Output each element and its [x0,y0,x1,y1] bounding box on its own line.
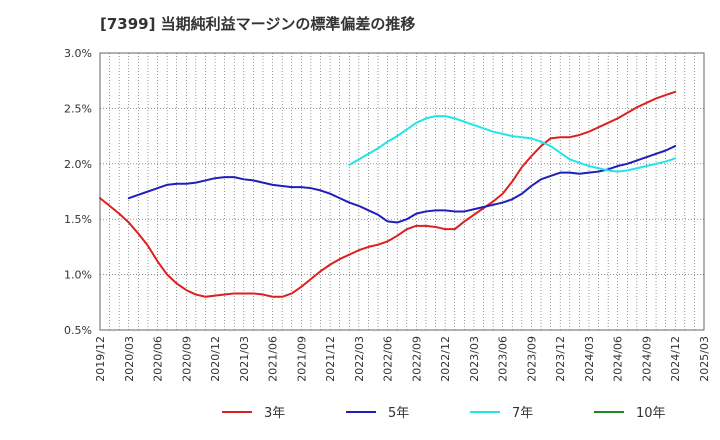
x-tick-label: 2025/03 [698,336,711,382]
series-line-3年 [99,90,677,298]
grid-layer [99,52,705,331]
series-line-5年 [127,145,677,224]
legend-label-5年: 5年 [388,406,409,421]
x-tick-label: 2023/06 [497,336,510,382]
x-tick-label: 2022/12 [439,336,452,382]
x-tick-label: 2022/06 [382,336,395,382]
x-tick-label: 2023/03 [468,336,481,382]
x-tick-label: 2020/06 [152,336,165,382]
x-tick-label: 2022/09 [410,336,423,382]
x-tick-label: 2020/12 [209,336,222,382]
x-tick-label: 2023/09 [525,336,538,382]
x-tick-label: 2020/03 [123,336,136,382]
x-tick-label: 2024/09 [640,336,653,382]
legend-label-3年: 3年 [264,406,285,421]
x-tick-label: 2021/12 [324,336,337,382]
x-tick-label: 2021/03 [238,336,251,382]
x-tick-label: 2024/12 [669,336,682,382]
y-tick-label: 1.0% [64,269,92,282]
y-tick-label: 0.5% [64,324,92,337]
x-tick-label: 2021/09 [295,336,308,382]
y-tick-label: 2.0% [64,158,92,171]
legend-label-10年: 10年 [636,406,666,421]
x-tick-label: 2021/06 [267,336,280,382]
series-layer [99,90,677,298]
x-tick-label: 2023/12 [554,336,567,382]
x-tick-label: 2024/03 [583,336,596,382]
x-tick-label: 2022/03 [353,336,366,382]
legend: 3年 5年 7年 10年 [222,406,666,421]
legend-label-7年: 7年 [512,406,533,421]
chart-title: [7399] 当期純利益マージンの標準偏差の推移 [100,15,416,33]
x-tick-label: 2019/12 [94,336,107,382]
x-tick-label: 2020/09 [180,336,193,382]
y-tick-label: 3.0% [64,47,92,60]
y-tick-label: 1.5% [64,213,92,226]
y-tick-label: 2.5% [64,102,92,115]
plot-frame [99,52,705,331]
x-tick-label: 2024/06 [612,336,625,382]
axis-layer: 0.5% 1.0% 1.5% 2.0% 2.5% 3.0% 2019/12 2020/03 20… [64,47,711,382]
series-line-7年 [348,115,677,173]
